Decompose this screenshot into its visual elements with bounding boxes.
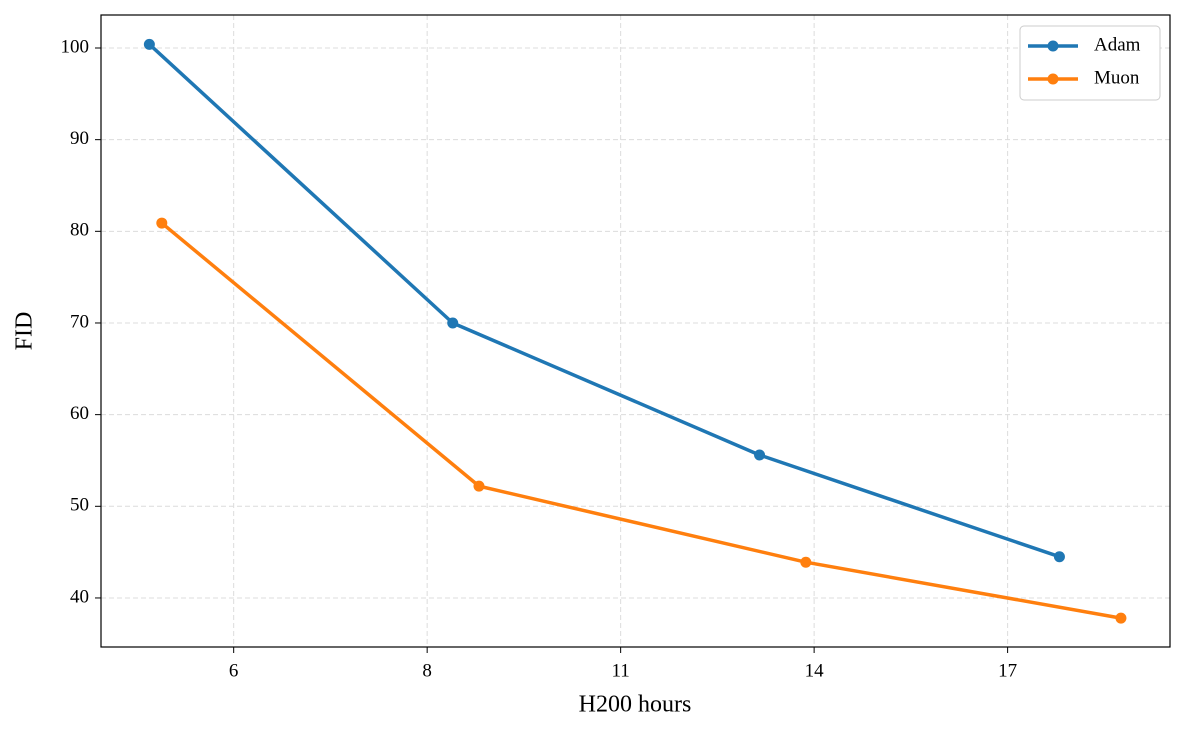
data-point <box>156 217 168 229</box>
data-point <box>447 317 459 329</box>
x-tick-label: 14 <box>805 660 825 681</box>
data-point <box>143 38 155 50</box>
y-tick-label: 70 <box>70 311 89 332</box>
y-tick-label: 40 <box>70 586 89 607</box>
plot-frame <box>100 14 1171 648</box>
data-point <box>473 480 485 492</box>
data-point <box>1053 551 1065 563</box>
x-tick-label: 11 <box>611 660 629 681</box>
y-tick-label: 80 <box>70 220 89 241</box>
legend-label: Muon <box>1094 67 1140 88</box>
data-point <box>800 556 812 568</box>
x-tick-label: 17 <box>998 660 1017 681</box>
legend: Adam Muon <box>1019 25 1161 101</box>
y-tick-label: 60 <box>70 403 89 424</box>
y-tick-label: 100 <box>61 36 90 57</box>
data-point <box>754 449 766 461</box>
legend-label: Adam <box>1094 34 1141 55</box>
x-axis-label: H200 hours <box>579 692 692 718</box>
data-point <box>1115 612 1127 624</box>
y-axis-label: FID <box>12 312 38 351</box>
data-layer <box>143 38 1127 624</box>
legend-marker <box>1047 40 1059 52</box>
legend-marker <box>1047 73 1059 85</box>
y-tick-label: 90 <box>70 128 89 149</box>
grid-layer <box>101 15 1170 647</box>
x-tick-label: 8 <box>422 660 432 681</box>
series-line <box>148 43 1061 559</box>
x-tick-label: 6 <box>229 660 239 681</box>
y-tick-label: 50 <box>70 495 89 516</box>
series-line <box>160 221 1122 620</box>
